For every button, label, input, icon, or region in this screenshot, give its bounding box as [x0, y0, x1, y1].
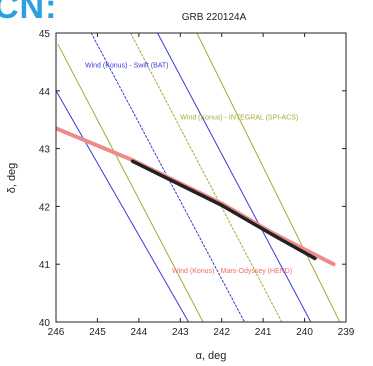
y-tick-label: 45 [39, 29, 51, 40]
x-tick-label: 244 [131, 327, 148, 338]
y-tick-label: 43 [39, 145, 51, 156]
plot-frame [55, 32, 347, 323]
series-line-1 [56, 90, 190, 322]
series-line-3 [157, 33, 312, 322]
series-line-4 [57, 44, 204, 322]
y-tick-label: 44 [39, 87, 51, 98]
x-axis-title: α, deg [196, 350, 227, 362]
chart-title: GRB 220124A [182, 12, 247, 23]
y-axis-title: δ, deg [6, 163, 18, 194]
plot-area: Wind (Konus) - Swift (BAT) Wind (Konus) -… [56, 33, 341, 322]
x-tick-label: 243 [172, 327, 189, 338]
annotation-3: Wind (Konus) - Mars-Odyssey (HEND) [172, 268, 292, 275]
x-tick-label: 241 [255, 327, 272, 338]
y-tick-label: 40 [39, 318, 51, 329]
x-tick-label: 240 [296, 327, 313, 338]
y-tick-label: 41 [39, 260, 51, 271]
series-line-5 [130, 33, 283, 322]
x-tick-label: 245 [89, 327, 106, 338]
annotation-2: Wind (Konus) - INTEGRAL (SPI-ACS) [180, 115, 298, 122]
axis-ticks: 246 245 244 243 242 241 240 239 40 41 42 43 44 45 [39, 29, 355, 338]
x-tick-label: 242 [213, 327, 230, 338]
x-tick-label: 239 [338, 327, 355, 338]
series-line-8 [130, 159, 317, 261]
corner-heading-fragment: CN: [0, 0, 58, 26]
series-line-6 [196, 33, 341, 322]
y-tick-label: 42 [39, 202, 51, 213]
x-tick-label: 246 [48, 327, 65, 338]
annotation-1: Wind (Konus) - Swift (BAT) [85, 63, 169, 70]
